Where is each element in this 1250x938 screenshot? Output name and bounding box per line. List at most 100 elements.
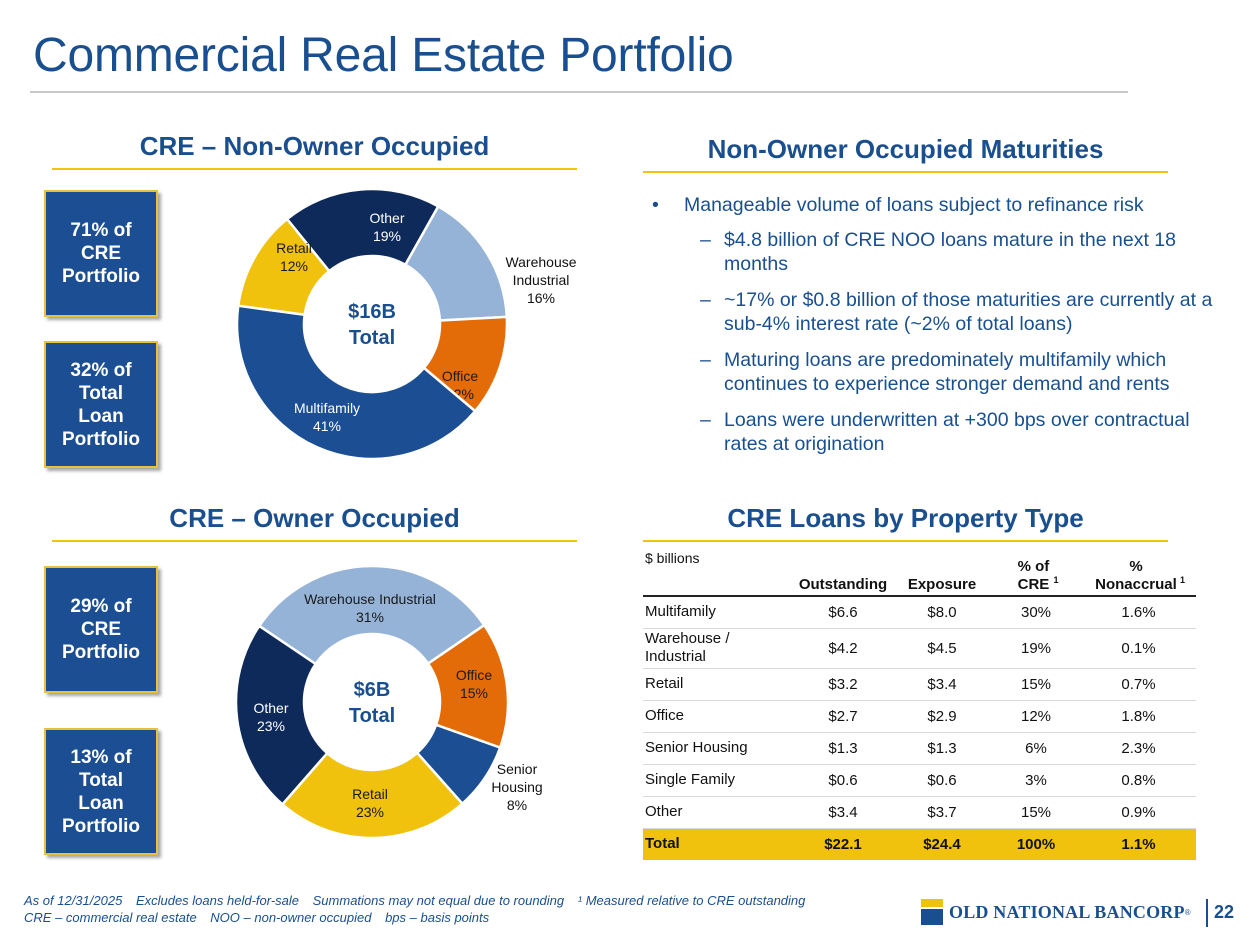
dash-icon: – <box>700 348 711 371</box>
slice-label: Multifamily 41% <box>294 400 360 434</box>
footnote-line-2: CRE – commercial real estate NOO – non-o… <box>24 909 815 926</box>
slice-label: Other 19% <box>369 210 404 244</box>
sub-bullet-text: $4.8 billion of CRE NOO loans mature in … <box>724 228 1176 276</box>
col-pct-cre: % of CRE 1 <box>991 548 1081 597</box>
sub-bullet-item: – ~17% or $0.8 billion of those maturitie… <box>650 288 1220 337</box>
donut-slice-other <box>285 187 440 273</box>
col-pct-cre-label: % of CRE <box>1017 558 1050 593</box>
sub-bullet-item: – Maturing loans are predominately multif… <box>650 348 1220 397</box>
page-number: 22 <box>1214 902 1235 922</box>
noo-heading: CRE – Non-Owner Occupied <box>139 131 490 161</box>
cell-exposure: $2.9 <box>893 700 991 733</box>
footnote-text: ¹ Measured relative to CRE outstanding <box>577 893 806 908</box>
footnote-text: CRE – commercial real estate <box>24 910 197 925</box>
cell-outstanding: $6.6 <box>793 596 893 629</box>
cell-outstanding: $3.2 <box>793 668 893 701</box>
cell-type: Single Family <box>643 764 793 797</box>
cell-type: Warehouse / Industrial <box>643 628 793 669</box>
table-row: Multifamily $6.6 $8.0 30% 1.6% <box>643 596 1196 629</box>
table-row: Warehouse / Industrial $4.2 $4.5 19% 0.1% <box>643 628 1196 669</box>
cell-pct-cre: 19% <box>991 628 1081 669</box>
table-row: Single Family $0.6 $0.6 3% 0.8% <box>643 764 1196 797</box>
cell-exposure: $3.7 <box>893 796 991 829</box>
col-nonaccrual: % Nonaccrual 1 <box>1081 548 1196 597</box>
table-total-row: Total $22.1 $24.4 100% 1.1% <box>643 828 1196 860</box>
donut-slice-multifamily <box>235 304 477 461</box>
donut-slice-other <box>234 624 329 807</box>
cell-nonaccrual: 1.6% <box>1081 596 1196 629</box>
cell-nonaccrual: 0.1% <box>1081 628 1196 669</box>
cell-pct-cre: 15% <box>991 796 1081 829</box>
donut-slice-retail <box>280 751 465 840</box>
cell-exposure: $24.4 <box>893 828 991 860</box>
col-outstanding: Outstanding <box>793 548 893 597</box>
cell-pct-cre: 100% <box>991 828 1081 860</box>
donut-slice-retail <box>236 217 331 317</box>
cell-exposure: $4.5 <box>893 628 991 669</box>
logo-text: OLD NATIONAL BANCORP <box>949 901 1185 922</box>
maturities-heading: Non-Owner Occupied Maturities <box>707 134 1104 164</box>
slice-label: Retail 12% <box>276 240 312 274</box>
cell-pct-cre: 12% <box>991 700 1081 733</box>
footnote-line-1: As of 12/31/2025 Excludes loans held-for… <box>24 892 815 909</box>
noo-cre-share-box: 71% of CRE Portfolio <box>44 190 158 317</box>
company-logo: OLD NATIONAL BANCORP ® <box>921 899 1191 925</box>
slice-label: Senior Housing 8% <box>491 761 542 813</box>
table-units: $ billions <box>645 550 700 566</box>
cell-nonaccrual: 0.7% <box>1081 668 1196 701</box>
page-number-divider <box>1206 899 1208 927</box>
cell-outstanding: $0.6 <box>793 764 893 797</box>
cell-exposure: $1.3 <box>893 732 991 765</box>
logo-mark-icon <box>921 899 943 925</box>
cell-outstanding: $4.2 <box>793 628 893 669</box>
cell-nonaccrual: 2.3% <box>1081 732 1196 765</box>
slice-label: Office 15% <box>456 667 493 701</box>
cell-nonaccrual: 1.1% <box>1081 828 1196 860</box>
bullet-text: Manageable volume of loans subject to re… <box>684 194 1144 216</box>
table-heading: CRE Loans by Property Type <box>727 503 1084 533</box>
noo-total-share-text: 32% of Total Loan Portfolio <box>61 359 141 450</box>
footnote-mark: 1 <box>1053 575 1059 585</box>
slice-label: Retail 23% <box>352 786 388 820</box>
footnote-text: bps – basis points <box>385 910 490 925</box>
bullet-item: • Manageable volume of loans subject to r… <box>650 193 1220 218</box>
footnotes: As of 12/31/2025 Excludes loans held-for… <box>24 892 815 926</box>
table-row: Senior Housing $1.3 $1.3 6% 2.3% <box>643 732 1196 765</box>
footnote-mark: 1 <box>1179 575 1185 585</box>
cell-pct-cre: 3% <box>991 764 1081 797</box>
donut-slice-warehouse-industrial <box>403 204 509 322</box>
col-nonaccrual-label: % Nonaccrual <box>1095 558 1177 593</box>
maturities-heading-rule <box>643 171 1168 173</box>
table-row: Retail $3.2 $3.4 15% 0.7% <box>643 668 1196 701</box>
cell-pct-cre: 6% <box>991 732 1081 765</box>
title-divider <box>30 91 1128 93</box>
cell-type: Senior Housing <box>643 732 793 765</box>
table-row: Other $3.4 $3.7 15% 0.9% <box>643 796 1196 829</box>
dash-icon: – <box>700 288 711 311</box>
cell-exposure: $0.6 <box>893 764 991 797</box>
cell-type: Total <box>643 828 793 860</box>
dash-icon: – <box>700 408 711 431</box>
cell-type: Multifamily <box>643 596 793 629</box>
footnote-text: As of 12/31/2025 <box>24 893 123 908</box>
table-row: Office $2.7 $2.9 12% 1.8% <box>643 700 1196 733</box>
table-heading-rule <box>643 540 1168 542</box>
logo-registered-mark: ® <box>1184 907 1191 917</box>
sub-bullet-text: ~17% or $0.8 billion of those maturities… <box>724 288 1213 336</box>
cell-exposure: $8.0 <box>893 596 991 629</box>
slice-label: Warehouse Industrial 31% <box>304 591 436 625</box>
sub-bullet-text: Maturing loans are predominately multifa… <box>724 348 1170 396</box>
footnote-text: NOO – non-owner occupied <box>210 910 372 925</box>
donut-center-label: $16B Total <box>348 301 396 349</box>
footnote-text: Summations may not equal due to rounding <box>312 893 565 908</box>
units-header-cell <box>643 548 793 597</box>
donut-center-label: $6B Total <box>349 679 395 727</box>
cell-nonaccrual: 1.8% <box>1081 700 1196 733</box>
cell-pct-cre: 30% <box>991 596 1081 629</box>
oo-heading: CRE – Owner Occupied <box>169 503 460 533</box>
col-exposure: Exposure <box>893 548 991 597</box>
cell-outstanding: $1.3 <box>793 732 893 765</box>
maturities-bullets: • Manageable volume of loans subject to r… <box>650 193 1220 468</box>
cell-outstanding: $22.1 <box>793 828 893 860</box>
cell-type: Other <box>643 796 793 829</box>
